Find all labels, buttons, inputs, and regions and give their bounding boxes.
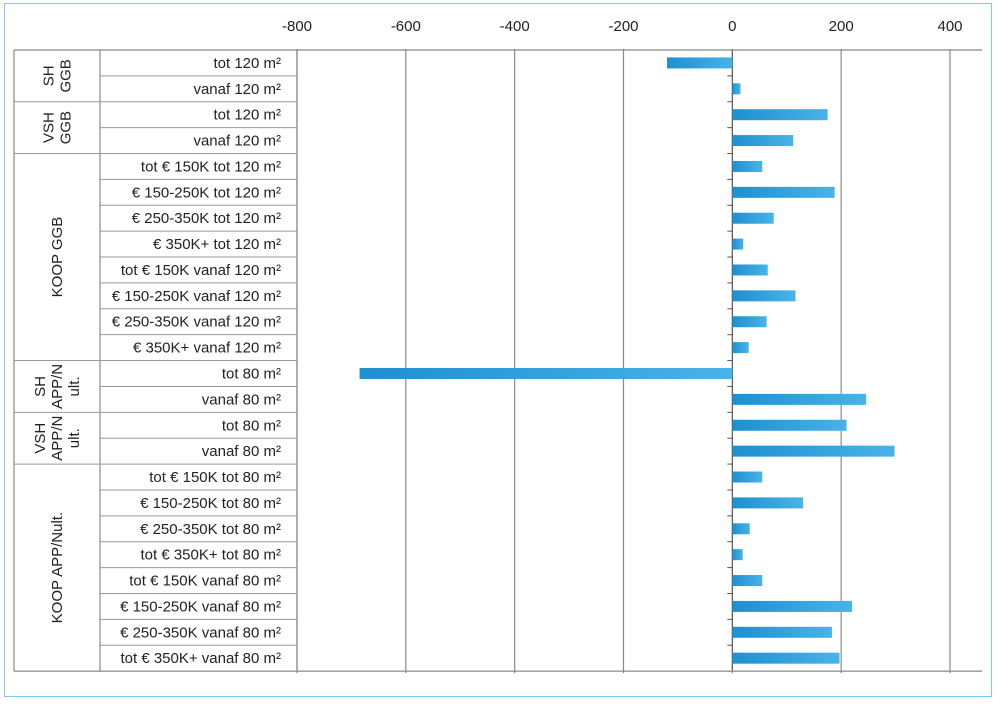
x-tick-label: 0: [728, 18, 736, 35]
bar: [732, 109, 828, 121]
bar: [732, 83, 741, 95]
group-label: SH APP/N ult.: [32, 364, 83, 409]
group-label: SH GGB: [41, 59, 75, 92]
category-label: vanaf 120 m²: [193, 81, 281, 98]
bar: [667, 57, 733, 69]
category-label: € 150-250K tot 80 m²: [140, 495, 281, 512]
category-label: € 150-250K tot 120 m²: [132, 184, 281, 201]
bar: [732, 186, 835, 198]
bar-chart: -800 -600 -400 -200 0 200 400 tot 120 m² vanaf 1…: [13, 18, 982, 674]
bar: [732, 342, 749, 354]
category-label: € 250-350K tot 120 m²: [132, 210, 281, 227]
category-label: tot € 350K+ vanaf 80 m²: [120, 650, 281, 667]
bar: [359, 368, 733, 379]
category-label: € 250-350K vanaf 80 m²: [120, 624, 281, 641]
bar: [732, 160, 763, 172]
category-label: vanaf 80 m²: [202, 443, 281, 460]
group-label-line: KOOP APP/Nult.: [49, 512, 66, 623]
bar: [732, 264, 768, 276]
bar: [732, 212, 774, 224]
bar: [732, 445, 895, 457]
bar: [732, 290, 796, 302]
category-label: € 350K+ vanaf 120 m²: [133, 340, 281, 357]
category-label: tot € 350K+ tot 80 m²: [140, 547, 281, 564]
bar: [732, 419, 847, 431]
group-label: KOOP APP/Nult.: [49, 512, 66, 623]
category-label: tot 120 m²: [213, 107, 281, 124]
category-label: € 350K+ tot 120 m²: [153, 236, 281, 253]
bar: [732, 316, 767, 328]
bar: [732, 471, 763, 483]
group-label-line: VSH: [32, 423, 49, 454]
group-label: VSH GGB: [41, 111, 75, 144]
category-label: tot € 150K vanaf 80 m²: [129, 573, 281, 590]
x-tick-label: -400: [500, 18, 530, 35]
bar: [732, 652, 840, 664]
bar: [732, 238, 744, 250]
group-label-line: KOOP GGB: [49, 217, 66, 298]
bar: [732, 523, 750, 535]
group-label-line: ult.: [66, 376, 83, 396]
category-label: tot 80 m²: [222, 366, 281, 383]
group-label-line: APP/N: [49, 364, 66, 409]
category-label: tot € 150K tot 120 m²: [141, 158, 281, 175]
bar: [732, 135, 794, 147]
x-tick-label: 400: [937, 18, 962, 35]
category-label: € 150-250K vanaf 80 m²: [120, 598, 281, 615]
bar: [732, 393, 867, 405]
x-tick-label: -800: [282, 18, 312, 35]
x-tick-label: 200: [829, 18, 854, 35]
category-label: vanaf 80 m²: [202, 391, 281, 408]
category-label: € 150-250K vanaf 120 m²: [112, 288, 281, 305]
bar: [732, 600, 853, 612]
group-label-line: APP/N: [49, 416, 66, 461]
group-label-line: GGB: [58, 111, 75, 144]
chart-frame: -800 -600 -400 -200 0 200 400 tot 120 m² vanaf 1…: [4, 3, 992, 697]
group-label-line: SH: [41, 65, 58, 86]
category-label: tot € 150K vanaf 120 m²: [121, 262, 281, 279]
category-label: tot 120 m²: [213, 55, 281, 72]
category-label: € 250-350K tot 80 m²: [140, 521, 281, 538]
group-label: VSH APP/N ult.: [32, 416, 83, 461]
group-label-line: SH: [32, 376, 49, 397]
group-label-line: GGB: [58, 59, 75, 92]
bar: [732, 626, 832, 638]
group-label-line: VSH: [41, 112, 58, 143]
group-label-line: ult.: [66, 428, 83, 448]
bar: [732, 575, 763, 587]
bar: [732, 549, 743, 561]
group-label: KOOP GGB: [49, 217, 66, 298]
bar: [732, 497, 804, 509]
category-label: € 250-350K vanaf 120 m²: [112, 314, 281, 331]
category-label: tot € 150K tot 80 m²: [149, 469, 281, 486]
category-label: vanaf 120 m²: [193, 133, 281, 150]
x-tick-label: -200: [608, 18, 638, 35]
x-tick-label: -600: [391, 18, 421, 35]
category-label: tot 80 m²: [222, 417, 281, 434]
